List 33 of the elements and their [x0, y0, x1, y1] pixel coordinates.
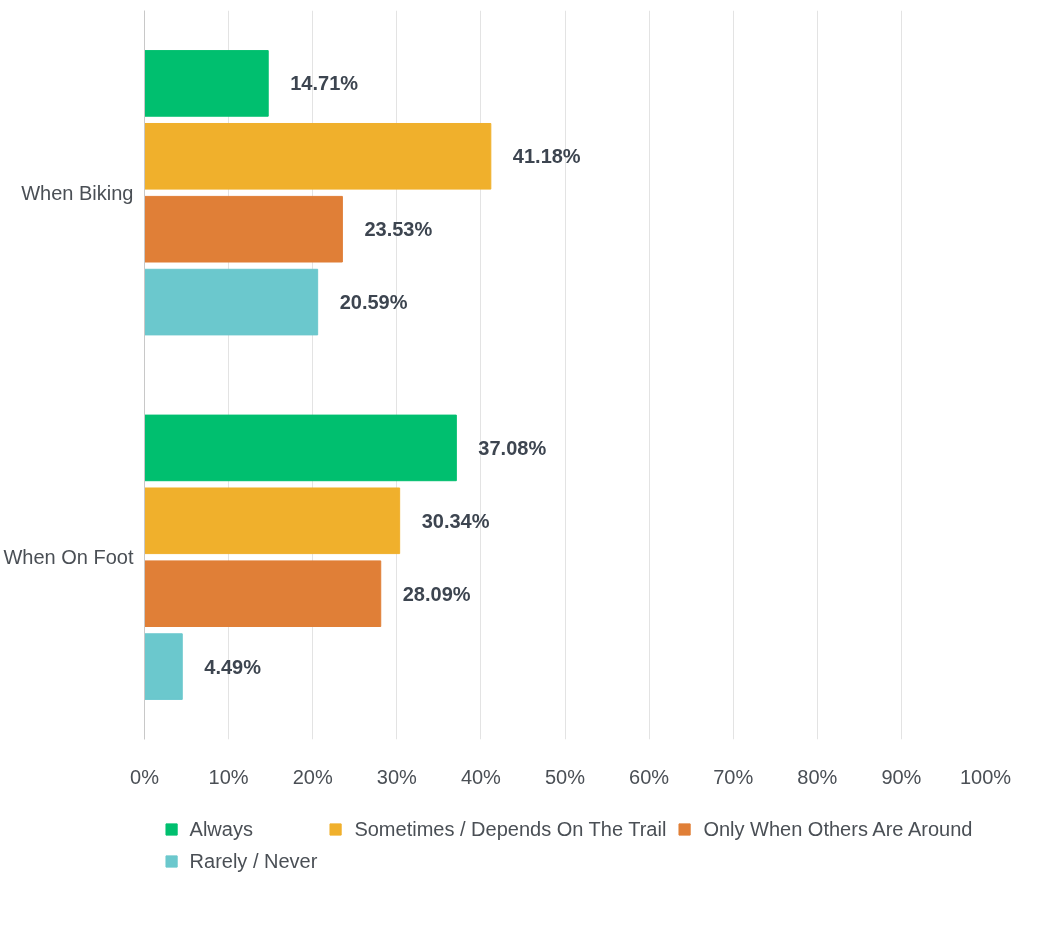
data-label: 30.34%	[421, 509, 490, 532]
data-label: 28.09%	[402, 582, 471, 605]
x-tick-label: 30%	[376, 765, 418, 788]
bar	[144, 633, 183, 700]
data-label: 37.08%	[478, 436, 547, 459]
bar	[144, 560, 382, 628]
x-tick-label: 0%	[130, 765, 160, 788]
x-tick-label: 80%	[797, 765, 838, 788]
x-tick-label: 90%	[881, 765, 922, 788]
data-label: 20.59%	[339, 291, 408, 314]
bar	[144, 268, 319, 336]
y-tick-label: When Biking	[21, 181, 134, 204]
data-label: 41.18%	[512, 145, 581, 168]
bar	[144, 123, 492, 190]
x-tick-label: 40%	[460, 765, 502, 788]
bar	[144, 195, 343, 263]
x-tick-label: 60%	[629, 765, 670, 788]
legend-label: Only When Others Are Around	[703, 817, 973, 841]
legend-label: Rarely / Never	[189, 849, 318, 873]
x-tick-label: 10%	[208, 765, 249, 788]
data-label: 23.53%	[364, 218, 433, 241]
legend-label: Always	[189, 817, 253, 841]
bar	[144, 50, 269, 117]
x-tick-label: 20%	[292, 765, 333, 788]
bar	[144, 487, 401, 555]
legend-label: Sometimes / Depends On The Trail	[354, 817, 667, 841]
data-label: 4.49%	[204, 655, 262, 678]
data-label: 14.71%	[290, 72, 359, 95]
x-tick-label: 100%	[959, 765, 1012, 788]
x-tick-label: 50%	[544, 765, 586, 788]
bar	[144, 414, 457, 482]
y-tick-label: When On Foot	[3, 546, 134, 569]
x-tick-label: 70%	[713, 765, 754, 788]
